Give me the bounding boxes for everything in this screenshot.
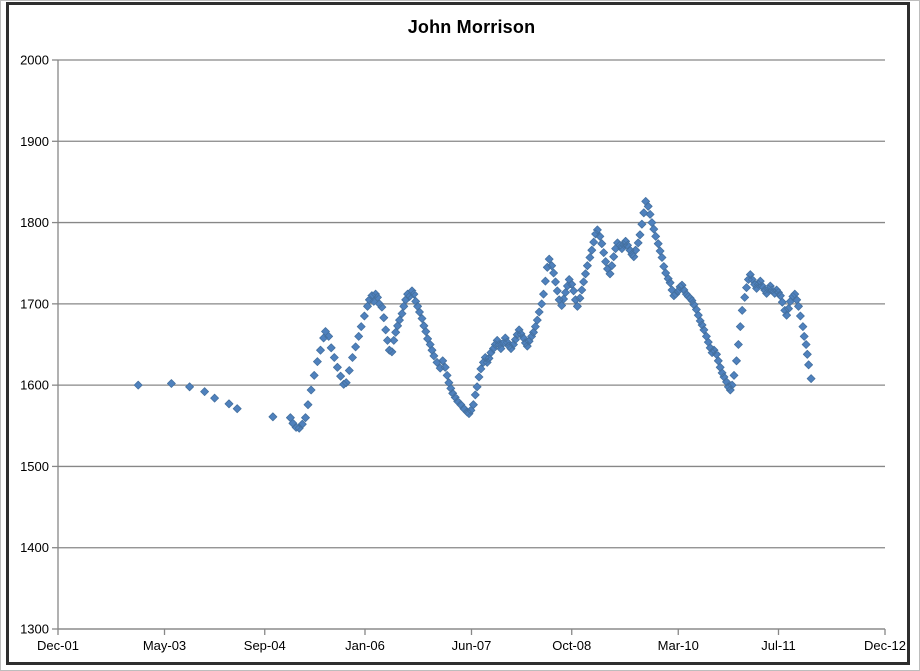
x-tick-label: Sep-04 (244, 638, 286, 653)
y-tick-label: 1700 (20, 296, 49, 311)
x-tick-label: Jun-07 (452, 638, 492, 653)
x-tick-label: May-03 (143, 638, 186, 653)
x-tick-label: Oct-08 (552, 638, 591, 653)
y-tick-label: 1500 (20, 459, 49, 474)
x-tick-label: Mar-10 (658, 638, 699, 653)
x-tick-label: Jul-11 (761, 638, 795, 653)
scatter-series (133, 197, 816, 433)
x-tick-label: Jan-06 (345, 638, 385, 653)
y-tick-label: 1800 (20, 215, 49, 230)
y-tick-label: 2000 (20, 53, 49, 68)
y-tick-label: 1300 (20, 622, 49, 637)
y-tick-label: 1400 (20, 540, 49, 555)
x-tick-label: Dec-12 (864, 638, 906, 653)
chart-title: John Morrison (407, 17, 536, 37)
x-tick-label: Dec-01 (37, 638, 79, 653)
y-tick-label: 1600 (20, 378, 49, 393)
y-tick-label: 1900 (20, 134, 49, 149)
